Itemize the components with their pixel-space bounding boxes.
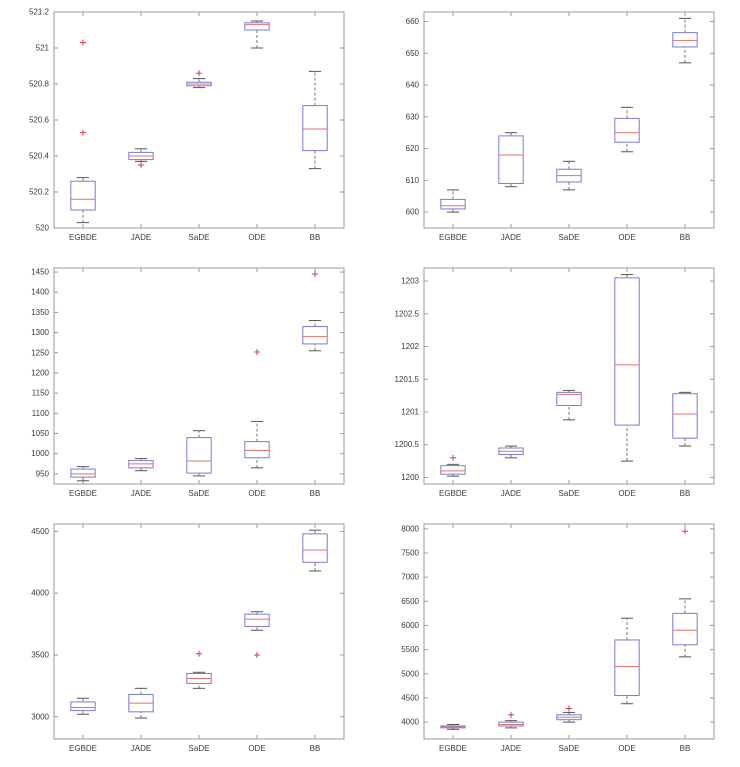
svg-text:520.4: 520.4 — [29, 152, 50, 161]
svg-text:SaDE: SaDE — [189, 489, 210, 498]
svg-text:4000: 4000 — [401, 718, 419, 727]
svg-text:1100: 1100 — [32, 409, 50, 418]
svg-text:ODE: ODE — [248, 744, 265, 753]
svg-text:1000: 1000 — [31, 449, 49, 458]
svg-text:8000: 8000 — [401, 524, 419, 533]
subplot-2: 600 610 620 630 640 650 660 EGBDE JADE SaDE ODE BB — [370, 0, 740, 256]
svg-text:EGBDE: EGBDE — [439, 744, 467, 753]
boxplot-chart-1: 520 520.2 520.4 520.6 520.8 521 521.2 EGBDE JADE… — [29, 8, 345, 242]
svg-text:7000: 7000 — [401, 573, 419, 582]
svg-text:3500: 3500 — [31, 650, 49, 659]
svg-text:6500: 6500 — [401, 597, 419, 606]
svg-text:BB: BB — [310, 489, 321, 498]
svg-text:EGBDE: EGBDE — [69, 744, 97, 753]
svg-text:ODE: ODE — [618, 233, 635, 242]
svg-text:520: 520 — [36, 224, 50, 233]
boxplot-chart-5: 3000 3500 4000 4500 EGBDE JADE SaDE ODE BB — [31, 523, 345, 753]
svg-text:1203: 1203 — [401, 277, 419, 286]
svg-text:1300: 1300 — [31, 328, 49, 337]
svg-text:BB: BB — [680, 233, 691, 242]
svg-text:520.2: 520.2 — [29, 188, 50, 197]
svg-text:640: 640 — [406, 81, 420, 90]
boxplot-chart-4: 1200 1200.5 1201 1201.5 1202 1202.5 1203 EGBDE J… — [395, 267, 715, 498]
svg-text:ODE: ODE — [248, 233, 265, 242]
svg-text:BB: BB — [680, 744, 691, 753]
svg-text:ODE: ODE — [618, 489, 635, 498]
subplot-6: 4000 4500 5000 5500 6000 6500 7000 7500 8000 EGBD… — [370, 512, 740, 767]
svg-text:620: 620 — [406, 144, 420, 153]
svg-text:1200: 1200 — [401, 473, 419, 482]
svg-text:ODE: ODE — [248, 489, 265, 498]
svg-text:SaDE: SaDE — [559, 233, 580, 242]
svg-text:SaDE: SaDE — [189, 744, 210, 753]
svg-text:520.6: 520.6 — [29, 116, 50, 125]
subplot-3: 950 1000 1050 1100 1150 1200 1250 1300 1350 1400 1… — [0, 256, 370, 512]
svg-text:1202: 1202 — [401, 342, 419, 351]
svg-text:4500: 4500 — [401, 693, 419, 702]
svg-text:EGBDE: EGBDE — [439, 233, 467, 242]
svg-text:5500: 5500 — [401, 645, 419, 654]
svg-text:1201: 1201 — [401, 408, 419, 417]
boxplot-chart-6: 4000 4500 5000 5500 6000 6500 7000 7500 8000 EGBD… — [401, 523, 715, 753]
boxplot-chart-3: 950 1000 1050 1100 1150 1200 1250 1300 1350 1400 1… — [31, 267, 345, 498]
svg-text:BB: BB — [680, 489, 691, 498]
svg-text:950: 950 — [36, 469, 50, 478]
svg-text:6000: 6000 — [401, 621, 419, 630]
svg-text:1200.5: 1200.5 — [395, 440, 420, 449]
svg-text:520.8: 520.8 — [29, 80, 50, 89]
svg-text:1200: 1200 — [31, 368, 49, 377]
svg-text:JADE: JADE — [131, 489, 151, 498]
svg-text:BB: BB — [310, 744, 321, 753]
svg-text:JADE: JADE — [131, 233, 151, 242]
svg-text:650: 650 — [406, 49, 420, 58]
svg-text:4000: 4000 — [31, 589, 49, 598]
svg-text:600: 600 — [406, 208, 420, 217]
svg-text:SaDE: SaDE — [189, 233, 210, 242]
svg-text:SaDE: SaDE — [559, 744, 580, 753]
svg-text:1250: 1250 — [31, 348, 49, 357]
svg-text:EGBDE: EGBDE — [69, 233, 97, 242]
subplot-4: 1200 1200.5 1201 1201.5 1202 1202.5 1203 EGBDE J… — [370, 256, 740, 512]
svg-text:BB: BB — [310, 233, 321, 242]
svg-text:JADE: JADE — [131, 744, 151, 753]
svg-text:521: 521 — [36, 44, 50, 53]
subplot-5: 3000 3500 4000 4500 EGBDE JADE SaDE ODE BB — [0, 512, 370, 767]
svg-text:630: 630 — [406, 112, 420, 121]
svg-text:3000: 3000 — [31, 712, 49, 721]
svg-text:1400: 1400 — [31, 288, 49, 297]
svg-text:JADE: JADE — [501, 744, 521, 753]
svg-text:660: 660 — [406, 17, 420, 26]
svg-text:1202.5: 1202.5 — [395, 309, 420, 318]
svg-text:JADE: JADE — [501, 489, 521, 498]
svg-text:7500: 7500 — [401, 548, 419, 557]
svg-text:JADE: JADE — [501, 233, 521, 242]
svg-text:1350: 1350 — [31, 308, 49, 317]
svg-text:1050: 1050 — [31, 429, 49, 438]
svg-text:610: 610 — [406, 176, 420, 185]
svg-text:EGBDE: EGBDE — [69, 489, 97, 498]
svg-text:1150: 1150 — [32, 389, 50, 398]
svg-text:ODE: ODE — [618, 744, 635, 753]
boxplot-chart-2: 600 610 620 630 640 650 660 EGBDE JADE SaDE ODE BB — [406, 11, 715, 242]
subplot-1: 520 520.2 520.4 520.6 520.8 521 521.2 EGBDE JADE… — [0, 0, 370, 256]
svg-text:SaDE: SaDE — [559, 489, 580, 498]
svg-text:EGBDE: EGBDE — [439, 489, 467, 498]
svg-text:1201.5: 1201.5 — [395, 375, 420, 384]
svg-text:4500: 4500 — [31, 527, 49, 536]
svg-text:5000: 5000 — [401, 669, 419, 678]
svg-text:1450: 1450 — [31, 268, 49, 277]
svg-text:521.2: 521.2 — [29, 8, 50, 17]
